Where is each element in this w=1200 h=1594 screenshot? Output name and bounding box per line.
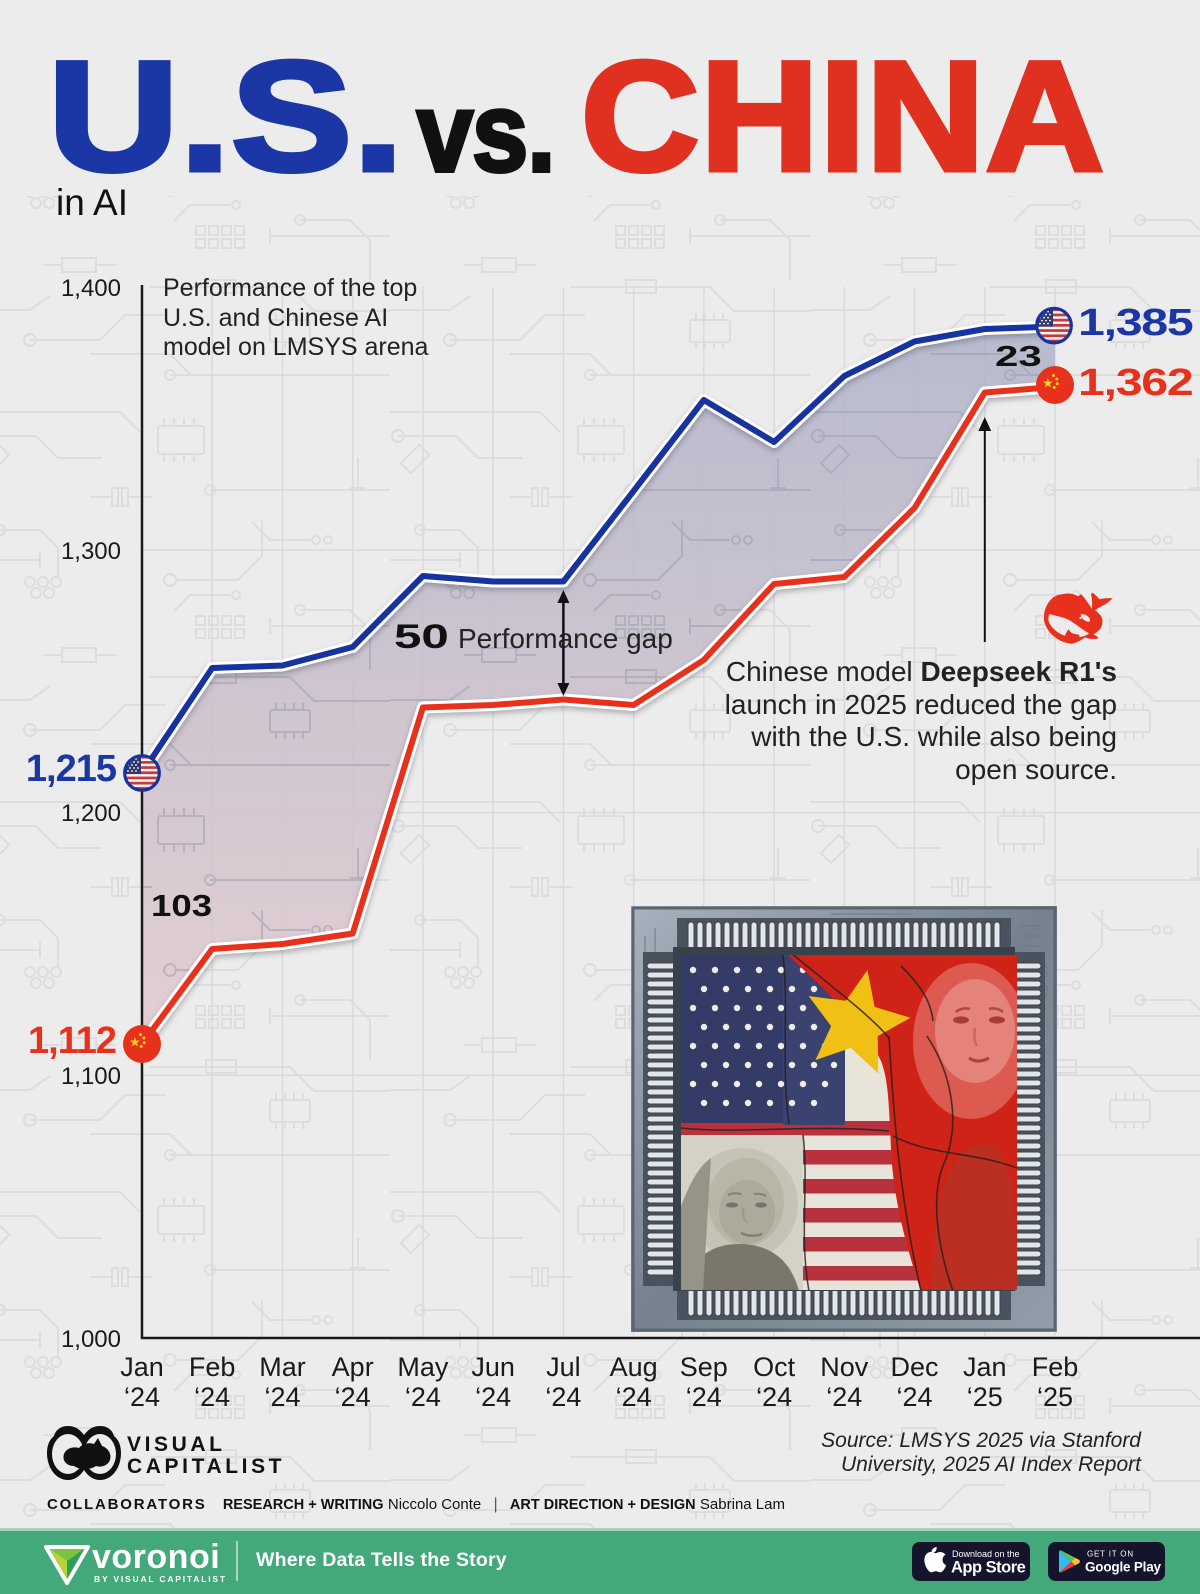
svg-text:GET IT ON: GET IT ON — [1087, 1550, 1134, 1559]
svg-text:App Store: App Store — [951, 1559, 1026, 1577]
svg-text:Google Play: Google Play — [1085, 1560, 1162, 1575]
svg-text:Download on the: Download on the — [952, 1549, 1020, 1559]
